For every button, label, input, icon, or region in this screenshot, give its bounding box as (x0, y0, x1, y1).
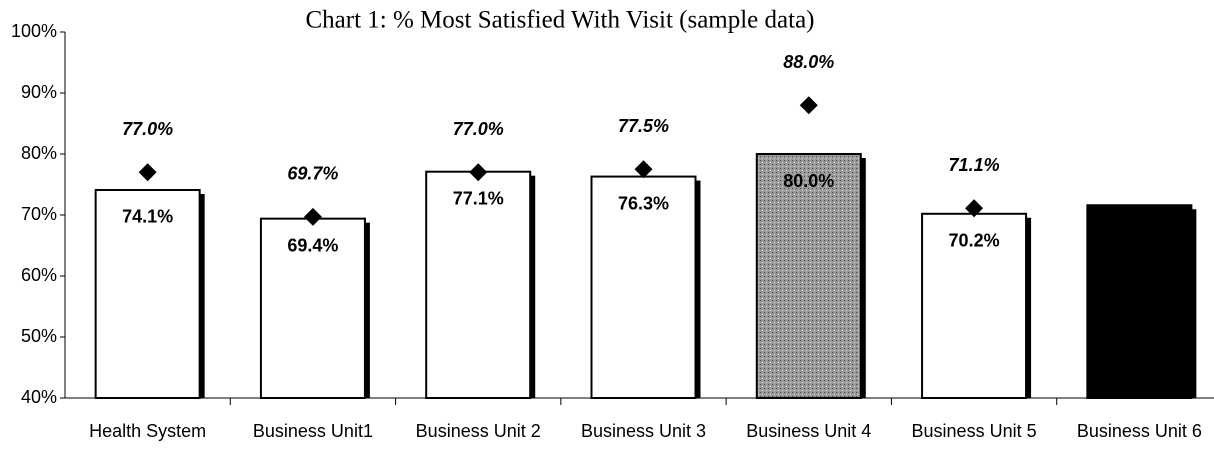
diamond-marker (965, 199, 984, 218)
x-tick-label: Business Unit 6 (1077, 421, 1202, 441)
y-tick-label: 40% (21, 387, 57, 407)
y-tick-label: 80% (21, 143, 57, 163)
bar (590, 175, 697, 399)
bar-value-label: 69.4% (287, 235, 338, 255)
marker-value-label: 69.7% (287, 164, 338, 184)
bar (921, 212, 1028, 399)
marker-value-label: 88.0% (783, 52, 834, 72)
y-tick-label: 90% (21, 82, 57, 102)
marker-value-label: 77.0% (453, 119, 504, 139)
x-tick-label: Business Unit 5 (912, 421, 1037, 441)
bar-value-label: 74.1% (122, 207, 173, 227)
bar-value-label: 80.0% (783, 171, 834, 191)
marker-value-label: 77.0% (122, 119, 173, 139)
bar-value-label: 77.1% (453, 188, 504, 208)
x-tick-label: Business Unit 3 (581, 421, 706, 441)
y-tick-label: 50% (21, 326, 57, 346)
marker-value-label: 71.1% (949, 155, 1000, 175)
y-tick-label: 60% (21, 265, 57, 285)
bar (425, 170, 532, 399)
bar-value-label: 76.3% (618, 193, 669, 213)
diamond-marker (634, 160, 653, 179)
x-tick-label: Business Unit 4 (746, 421, 871, 441)
chart-title: Chart 1: % Most Satisfied With Visit (sa… (305, 7, 814, 34)
bar-value-label: 70.2% (949, 231, 1000, 251)
y-tick-label: 70% (21, 204, 57, 224)
bar-value-label: 71.6% (1114, 222, 1165, 242)
x-tick-label: Business Unit 2 (416, 421, 541, 441)
y-tick-label: 100% (11, 21, 57, 41)
x-tick-label: Health System (89, 421, 206, 441)
diamond-marker (799, 96, 818, 115)
bar (1086, 204, 1193, 399)
diamond-marker (469, 163, 488, 182)
bar (94, 188, 201, 399)
diamond-marker (138, 163, 157, 182)
x-tick-label: Business Unit1 (253, 421, 373, 441)
bar (755, 153, 862, 399)
diamond-marker (303, 207, 322, 226)
marker-value-label: 77.5% (618, 116, 669, 136)
bar (259, 217, 366, 399)
